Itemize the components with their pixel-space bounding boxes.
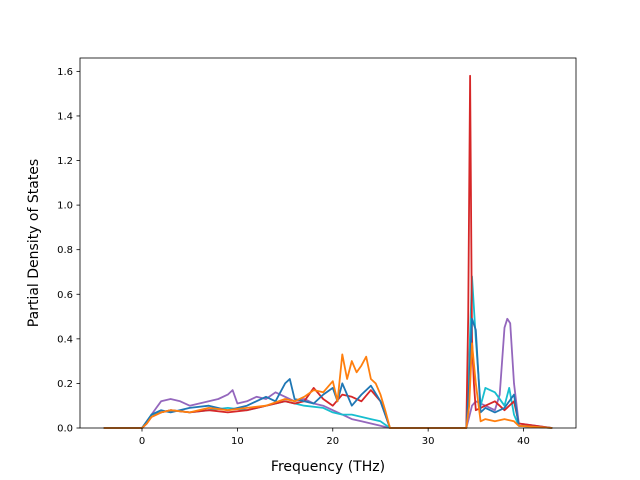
x-axis-ticks: 0 10 20 30 40 [139, 428, 530, 447]
x-axis-title: Frequency (THz) [271, 459, 385, 475]
y-tick-label: 0.2 [57, 379, 73, 390]
plot-area-frame [79, 57, 577, 429]
y-tick-label: 1.0 [57, 201, 73, 212]
x-tick-label: 20 [326, 436, 339, 447]
x-tick-label: 30 [422, 436, 435, 447]
y-axis-ticks: 0.0 0.2 0.4 0.6 0.8 1.0 1.2 1.4 1.6 [57, 67, 80, 435]
y-tick-label: 1.2 [57, 156, 73, 167]
y-tick-label: 0.8 [57, 245, 73, 256]
x-tick-label: 0 [139, 436, 145, 447]
y-tick-label: 0.4 [57, 334, 73, 345]
series-layer [103, 74, 553, 429]
x-tick-label: 10 [231, 436, 244, 447]
y-tick-label: 0.6 [57, 290, 73, 301]
series-line-5 [103, 342, 553, 429]
y-tick-label: 1.6 [57, 67, 73, 78]
series-line-4 [103, 317, 553, 429]
series-line-1 [103, 317, 553, 429]
y-tick-label: 1.4 [57, 111, 73, 122]
y-tick-label: 0.0 [57, 424, 73, 435]
x-tick-label: 40 [517, 436, 530, 447]
y-axis-title: Partial Density of States [26, 159, 42, 327]
